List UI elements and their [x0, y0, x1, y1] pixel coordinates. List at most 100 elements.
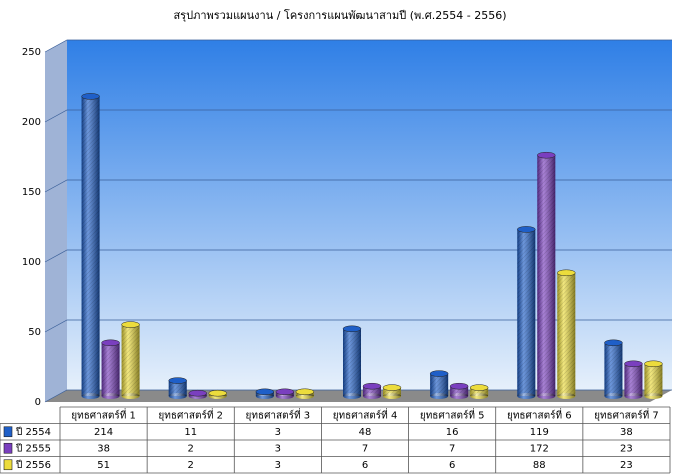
bar-top: [188, 389, 207, 397]
grid-line: [44, 179, 672, 193]
legend-label: ปี 2555: [15, 442, 51, 454]
table-value: 7: [362, 443, 368, 454]
back-wall: [67, 40, 672, 390]
table-value: 6: [362, 460, 368, 471]
bar: [557, 269, 576, 399]
table-value: 2: [188, 460, 194, 471]
grid-line: [44, 39, 672, 53]
bar-shade-base: [557, 393, 576, 399]
bar: [188, 389, 207, 399]
bar-shade-base: [517, 393, 536, 399]
bar-top: [624, 360, 643, 368]
bar-top: [342, 325, 362, 333]
bar-hatch: [81, 96, 100, 397]
bar: [295, 388, 315, 399]
bar-top: [517, 226, 536, 233]
bar-hatch: [517, 229, 536, 396]
bar-shade-base: [343, 393, 361, 399]
bar-shade-base: [121, 393, 140, 399]
bar-hatch: [624, 363, 643, 396]
bar: [429, 370, 449, 399]
table-value: 88: [533, 460, 546, 471]
bar-hatch: [101, 342, 120, 396]
side-wall: [45, 40, 67, 402]
bar-top: [604, 339, 623, 347]
bar-top: [168, 377, 187, 384]
bar-hatch: [644, 363, 663, 396]
bar: [101, 339, 120, 399]
bar-shade-base: [383, 393, 401, 399]
y-tick-label: 50: [28, 327, 41, 338]
bar-shade-base: [81, 393, 100, 399]
table-value: 16: [446, 427, 459, 438]
grid-line: [44, 109, 672, 123]
table-value: 38: [620, 427, 633, 438]
bar-top: [362, 382, 382, 390]
x-tick-label: ยุทธศาสตร์ที่ 2: [158, 407, 223, 421]
y-tick-label: 150: [22, 187, 41, 198]
legend-swatch: [3, 426, 13, 438]
table-value: 3: [275, 460, 281, 471]
y-tick-label: 250: [22, 47, 41, 58]
bar-hatch: [450, 386, 469, 396]
bar: [644, 360, 663, 399]
bar-shade-base: [604, 393, 623, 399]
table-value: 51: [97, 460, 110, 471]
bar-top: [429, 370, 449, 377]
bar: [81, 93, 100, 399]
legend-swatch: [3, 442, 13, 454]
bar-top: [537, 151, 556, 159]
data-table: ยุทธศาสตร์ที่ 1 ยุทธศาสตร์ที่ 2 ยุทธศาสตร์…: [0, 406, 671, 474]
bar: [362, 382, 382, 399]
bar-top: [382, 384, 402, 391]
bar: [275, 388, 295, 399]
table-value: 11: [184, 427, 197, 438]
x-tick-label: ยุทธศาสตร์ที่ 3: [246, 407, 311, 421]
bar-hatch: [537, 155, 556, 396]
bar-shade-base: [624, 393, 643, 399]
legend-label: ปี 2554: [15, 426, 51, 438]
table-value: 2: [188, 443, 194, 454]
table-value: 7: [449, 443, 455, 454]
table-value: 6: [449, 460, 455, 471]
bar-top: [121, 321, 140, 328]
table-value: 38: [97, 443, 110, 454]
bar-shade-base: [168, 393, 187, 399]
plot: 0 50 100 150 200 250: [22, 39, 672, 408]
x-tick-label: ยุทธศาสตร์ที่ 1: [71, 407, 136, 421]
bar-shade-base: [101, 393, 120, 399]
legend-label: ปี 2556: [15, 459, 51, 471]
legend-swatch: [3, 459, 13, 471]
x-tick-label: ยุทธศาสตร์ที่ 4: [333, 407, 398, 421]
y-tick-label: 200: [22, 117, 41, 128]
bar-hatch: [383, 387, 401, 396]
x-tick-label: ยุทธศาสตร์ที่ 5: [420, 407, 485, 421]
bar-top: [557, 269, 576, 277]
bar-top: [295, 388, 315, 396]
bar-top: [644, 360, 663, 368]
bar-shade-base: [450, 393, 469, 399]
bar-top: [101, 339, 120, 347]
bar-shade-base: [470, 393, 489, 399]
bar-hatch: [121, 324, 140, 396]
bar-shade-base: [644, 393, 663, 399]
bar: [255, 388, 275, 399]
bar-hatch: [168, 380, 187, 396]
bar-hatch: [557, 272, 576, 396]
bar-top: [469, 384, 489, 391]
bar-hatch: [604, 342, 623, 396]
table-value: 119: [530, 427, 549, 438]
bar: [168, 377, 187, 399]
grid-line: [44, 319, 672, 333]
bar-top: [255, 388, 275, 396]
bar: [121, 321, 140, 399]
y-tick-label: 100: [22, 257, 41, 268]
bar: [469, 384, 489, 399]
bar: [517, 226, 536, 399]
table-value: 23: [620, 460, 633, 471]
x-tick-label: ยุทธศาสตร์ที่ 7: [594, 407, 659, 421]
table-value: 23: [620, 443, 633, 454]
bar-top: [81, 93, 100, 100]
grid-line: [44, 249, 672, 263]
bar-top: [208, 389, 227, 397]
